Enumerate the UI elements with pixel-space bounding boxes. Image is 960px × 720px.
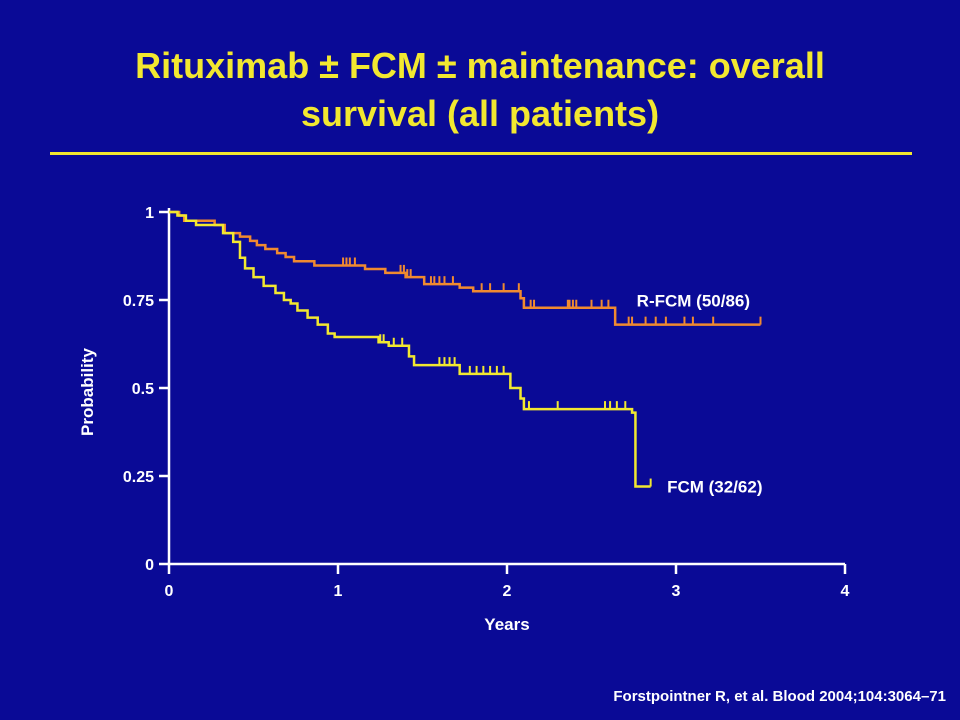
chart-labels: Years Probability R-FCM (50/86) FCM (32/62) [78,292,763,634]
title-underline [50,152,912,155]
y-tick-label: 0.25 [123,469,154,486]
y-tick-label: 0.5 [132,381,154,398]
series-line-1 [169,210,651,488]
slide-title-line-1: Rituximab ± FCM ± maintenance: overall [135,45,825,86]
x-tick-label: 4 [841,583,850,600]
x-axis-label: Years [484,615,529,634]
x-tick-label: 2 [503,583,512,600]
y-tick-label: 0.75 [123,293,154,310]
citation: Forstpointner R, et al. Blood 2004;104:3… [613,688,946,705]
x-tick-label: 3 [672,583,681,600]
slide-title-line-2: survival (all patients) [300,93,660,134]
chart-curves [169,210,762,488]
series-label-1: FCM (32/62) [667,478,762,497]
chart-axes: 0 0.25 0.5 0.75 1 0 1 2 3 4 [123,205,850,600]
y-tick-label: 1 [145,205,154,222]
x-tick-label: 1 [334,583,343,600]
x-tick-label: 0 [165,583,174,600]
y-axis-label: Probability [78,348,97,436]
slide-title: Rituximab ± FCM ± maintenance: overall s… [0,42,960,138]
y-tick-label: 0 [145,557,154,574]
series-label-0: R-FCM (50/86) [637,292,750,311]
